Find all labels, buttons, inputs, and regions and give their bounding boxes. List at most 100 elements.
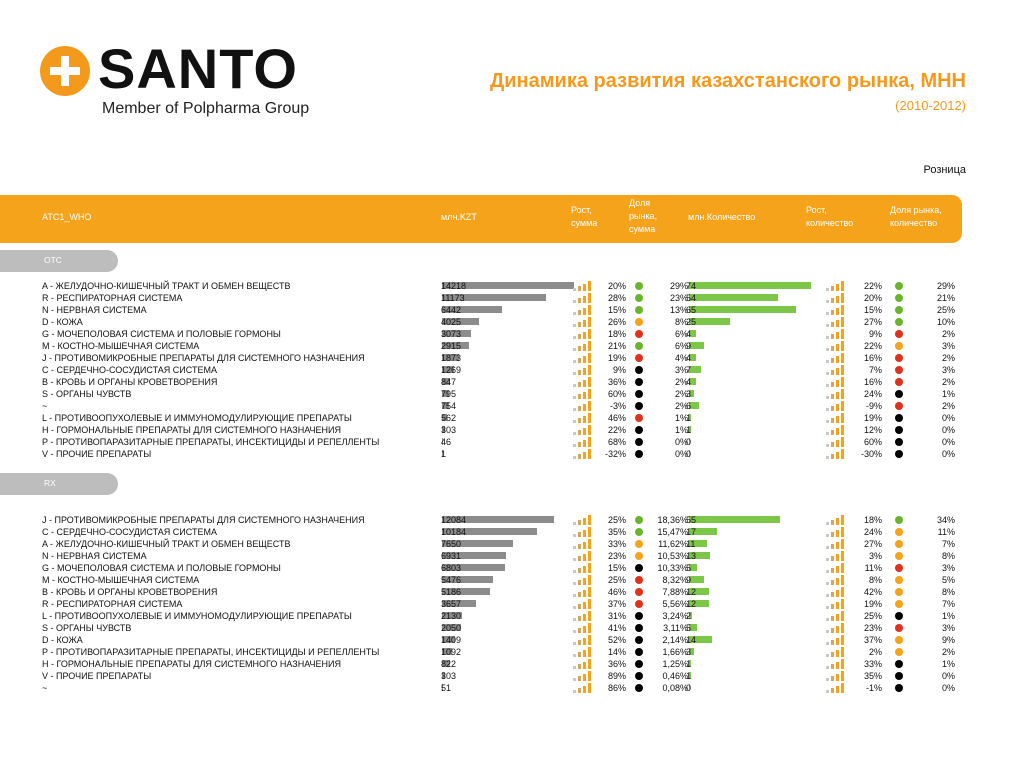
spark-bar [831, 346, 834, 351]
qty-bar [689, 402, 699, 409]
table-row: J - ПРОТИВОМИКРОБНЫЕ ПРЕПАРАТЫ ДЛЯ СИСТЕ… [0, 514, 1024, 526]
status-dot [895, 402, 903, 410]
spark-bar [836, 380, 839, 387]
table-row: C - СЕРДЕЧНО-СОСУДИСТАЯ СИСТЕМА 10184 35% 1… [0, 526, 1024, 538]
share-qty-value: 2% [941, 377, 955, 387]
status-dot [895, 648, 903, 656]
share-sum-value: 0% [674, 437, 688, 447]
qty-bar [689, 390, 694, 397]
spark-bar [836, 428, 839, 435]
qty-bar [689, 528, 717, 535]
table-row: L - ПРОТИВООПУХОЛЕВЫЕ И ИММУНОМОДУЛИРУЮЩ… [0, 610, 1024, 622]
share-qty-value: 34% [936, 515, 955, 525]
growth-qty-value: 35% [863, 671, 882, 681]
growth-sum-value: 19% [607, 353, 626, 363]
qty-value: 55 [686, 515, 697, 525]
spark-bar [831, 640, 834, 645]
spark-bar [826, 630, 829, 633]
status-dot [635, 330, 643, 338]
share-sum-value: 29% [669, 281, 688, 291]
spark-bar [841, 413, 844, 423]
spark-bar [826, 384, 829, 387]
spark-bar [588, 659, 591, 669]
spark-bar [841, 281, 844, 291]
spark-bar [588, 539, 591, 549]
table-row: S - ОРГАНЫ ЧУВСТВ 2050 41% 3,11% 5 23% 3% [0, 622, 1024, 634]
spark-bar [831, 406, 834, 411]
table-row: H - ГОРМОНАЛЬНЫЕ ПРЕПАРАТЫ ДЛЯ СИСТЕМНОГ… [0, 424, 1024, 436]
share-qty-value: 2% [941, 353, 955, 363]
spark-bar [578, 532, 581, 537]
sparkline-icon [573, 448, 593, 460]
status-dot [895, 552, 903, 560]
logo-tagline: Member of Polpharma Group [102, 100, 310, 117]
row-name: L - ПРОТИВООПУХОЛЕВЫЕ И ИММУНОМОДУЛИРУЮЩ… [42, 413, 352, 423]
kzt-value: 847 [441, 377, 457, 387]
kzt-value: 303 [441, 671, 457, 681]
growth-qty-value: 20% [863, 293, 882, 303]
table-row: A - ЖЕЛУДОЧНО-КИШЕЧНЫЙ ТРАКТ И ОБМЕН ВЕЩ… [0, 280, 1024, 292]
sparkline-icon [826, 316, 846, 328]
kzt-bar [442, 354, 459, 361]
page-subtitle: (2010-2012) [895, 98, 966, 113]
table-row: B - КРОВЬ И ОРГАНЫ КРОВЕТВОРЕНИЯ 847 36% 2%… [0, 376, 1024, 388]
spark-bar [836, 296, 839, 303]
spark-bar [573, 432, 576, 435]
sparkline-icon [573, 646, 593, 658]
kzt-bar [442, 516, 554, 523]
spark-bar [831, 664, 834, 669]
share-sum-value: 23% [669, 293, 688, 303]
growth-qty-value: 42% [863, 587, 882, 597]
share-qty-value: 7% [941, 539, 955, 549]
growth-sum-value: 23% [607, 551, 626, 561]
kzt-bar [442, 648, 452, 655]
spark-bar [573, 384, 576, 387]
spark-bar [588, 317, 591, 327]
row-name: V - ПРОЧИЕ ПРЕПАРАТЫ [42, 671, 152, 681]
spark-bar [831, 604, 834, 609]
spark-bar [826, 312, 829, 315]
spark-bar [826, 408, 829, 411]
spark-bar [583, 332, 586, 339]
sparkline-icon [826, 352, 846, 364]
qty-bar [689, 660, 691, 667]
spark-bar [588, 293, 591, 303]
share-sum-value: 2,14% [662, 635, 688, 645]
group-label-text: OTC [44, 255, 62, 265]
share-sum-value: 10,53% [657, 551, 688, 561]
table-row: B - КРОВЬ И ОРГАНЫ КРОВЕТВОРЕНИЯ 5186 46% 7… [0, 586, 1024, 598]
row-name: C - СЕРДЕЧНО-СОСУДИСТАЯ СИСТЕМА [42, 365, 217, 375]
qty-value: 2 [686, 611, 692, 621]
growth-sum-value: -3% [609, 401, 626, 411]
spark-bar [588, 377, 591, 387]
share-qty-value: 3% [941, 623, 955, 633]
status-dot [895, 366, 903, 374]
table-row: R - РЕСПИРАТОРНАЯ СИСТЕМА 11173 28% 23% 54 20… [0, 292, 1024, 304]
share-sum-value: 3% [674, 365, 688, 375]
spark-bar [836, 332, 839, 339]
growth-qty-value: 16% [863, 377, 882, 387]
table-row: L - ПРОТИВООПУХОЛЕВЫЕ И ИММУНОМОДУЛИРУЮЩ… [0, 412, 1024, 424]
spark-bar [826, 432, 829, 435]
share-sum-value: 3,24% [662, 611, 688, 621]
sparkline-icon [573, 514, 593, 526]
spark-bar [826, 534, 829, 537]
sparkline-icon [826, 412, 846, 424]
table-row: V - ПРОЧИЕ ПРЕПАРАТЫ 1 -32% 0% 0 -30% 0% [0, 448, 1024, 460]
qty-bar [689, 282, 811, 289]
spark-bar [578, 406, 581, 411]
spark-bar [583, 356, 586, 363]
growth-sum-value: 15% [607, 305, 626, 315]
spark-bar [588, 575, 591, 585]
kzt-value: 1269 [441, 365, 462, 375]
spark-bar [573, 522, 576, 525]
qty-bar [689, 306, 796, 313]
kzt-value: 2050 [441, 623, 462, 633]
qty-value: 74 [686, 281, 697, 291]
spark-bar [841, 683, 844, 693]
status-dot [895, 378, 903, 386]
spark-bar [831, 310, 834, 315]
share-sum-value: 3,11% [663, 623, 688, 633]
spark-bar [573, 678, 576, 681]
spark-bar [841, 437, 844, 447]
